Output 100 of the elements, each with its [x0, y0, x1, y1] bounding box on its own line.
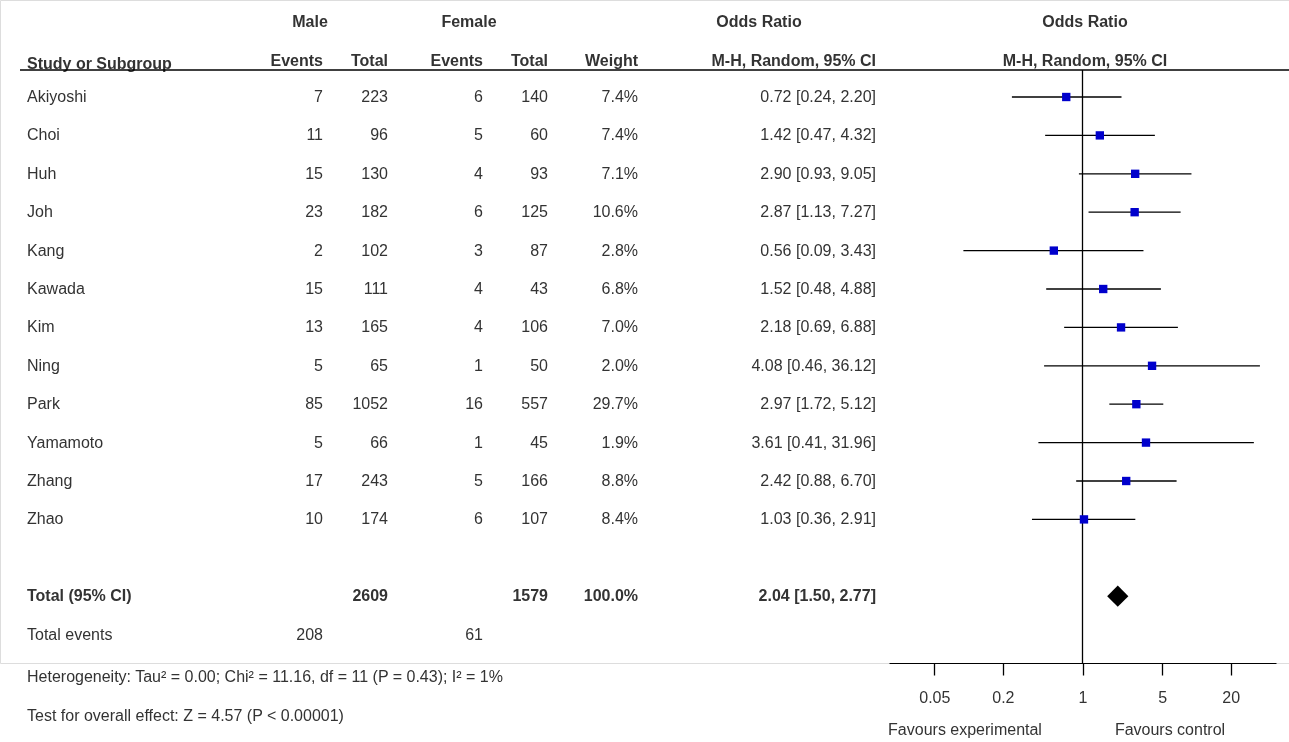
category-label: Yamamoto — [27, 433, 104, 451]
category-label: Total (95% CI) — [27, 587, 132, 605]
text: M-H, Random, 95% CI — [711, 52, 876, 69]
text: Female — [441, 13, 497, 30]
x-tick-label: 5 — [1158, 688, 1168, 706]
category-label: Akiyoshi — [27, 88, 87, 105]
data-label: 17 — [305, 472, 324, 489]
category-label: Kim — [27, 318, 55, 336]
text: Test for overall effect: Z = 4.57 (P < 0.00001) — [27, 707, 344, 724]
data-label: 140 — [521, 88, 549, 105]
x-tick-label: 0.2 — [992, 688, 1015, 706]
data-label: 2.8% — [601, 241, 638, 259]
data-label: 1.42 [0.47, 4.32] — [760, 126, 876, 144]
text: Heterogeneity: Tau² = 0.00; Chi² = 11.16, df = 11 (P = 0.43); I² = 1% — [27, 668, 503, 685]
text: Male — [292, 13, 328, 30]
data-label: 60 — [530, 126, 549, 144]
data-label: 2.87 [1.13, 7.27] — [760, 203, 876, 221]
chart-title: Odds Ratio — [1042, 13, 1128, 30]
text: Odds Ratio — [716, 13, 802, 30]
data-label: 2.97 [1.72, 5.12] — [760, 395, 876, 413]
data-label: 16 — [465, 395, 484, 413]
data-label: 6 — [474, 510, 484, 528]
data-label: 15 — [305, 280, 324, 297]
text: Events — [430, 52, 484, 69]
x-tick-label: 20 — [1222, 688, 1241, 706]
data-label: 182 — [361, 203, 389, 221]
data-label: 7.0% — [601, 318, 638, 336]
data-label: 2609 — [352, 587, 389, 605]
data-label: 4.08 [0.46, 36.12] — [751, 356, 876, 374]
data-label: 96 — [370, 126, 389, 144]
data-label: 3.61 [0.41, 31.96] — [751, 433, 876, 451]
data-label: 2.04 [1.50, 2.77] — [758, 587, 876, 605]
data-label: 223 — [361, 88, 389, 105]
category-label: Zhang — [27, 472, 73, 489]
data-label: 130 — [361, 164, 389, 182]
x-tick-label: 0.05 — [919, 688, 951, 706]
data-label: 2.0% — [601, 356, 638, 374]
data-label: 6 — [474, 203, 484, 221]
data-label: 111 — [363, 280, 389, 297]
data-label: 6 — [474, 88, 484, 105]
data-label: 165 — [361, 318, 389, 336]
text: Favours experimental — [888, 721, 1042, 738]
data-label: 3 — [474, 241, 484, 259]
category-label: Huh — [27, 164, 57, 182]
data-label: 2 — [314, 241, 324, 259]
data-label: 2.42 [0.88, 6.70] — [760, 472, 876, 489]
data-label: 1579 — [512, 587, 549, 605]
category-label: Kang — [27, 241, 65, 259]
data-label: 1 — [474, 433, 484, 451]
data-label: 7.1% — [601, 164, 638, 182]
data-label: 5 — [314, 356, 324, 374]
data-label: 106 — [521, 318, 549, 336]
category-label: Ning — [27, 356, 60, 374]
data-label: 1052 — [352, 395, 389, 413]
category-label: Kawada — [27, 280, 85, 297]
category-label: Park — [27, 395, 61, 413]
data-label: 1.03 [0.36, 2.91] — [760, 510, 876, 528]
category-label: Total events — [27, 625, 113, 643]
data-label: 7.4% — [601, 88, 638, 105]
data-label: 166 — [521, 472, 549, 489]
data-label: 4 — [474, 164, 484, 182]
data-label: 29.7% — [592, 395, 638, 413]
data-label: 174 — [361, 510, 389, 528]
data-label: 7.4% — [601, 126, 638, 144]
data-label: 66 — [370, 433, 389, 451]
data-label: 102 — [361, 241, 389, 259]
data-label: 0.56 [0.09, 3.43] — [760, 241, 876, 259]
text: Total — [510, 52, 548, 69]
data-label: 61 — [465, 625, 484, 643]
data-label: 45 — [530, 433, 549, 451]
category-label: Zhao — [27, 510, 64, 528]
data-label: 5 — [314, 433, 324, 451]
category-label: Joh — [27, 203, 53, 221]
data-label: 107 — [521, 510, 549, 528]
data-label: 8.8% — [601, 472, 638, 489]
text: Favours control — [1114, 721, 1226, 738]
text: Study or Subgroup — [27, 55, 173, 72]
data-label: 100.0% — [583, 587, 638, 605]
data-label: 50 — [530, 356, 549, 374]
data-label: 4 — [474, 318, 484, 336]
data-label: 5 — [474, 126, 484, 144]
data-label: 125 — [521, 203, 549, 221]
data-label: 557 — [521, 395, 549, 413]
data-label: 15 — [305, 164, 324, 182]
data-label: 93 — [530, 164, 549, 182]
data-label: 8.4% — [601, 510, 638, 528]
data-label: 10.6% — [592, 203, 638, 221]
text: Events — [270, 52, 324, 69]
chart-subtitle: M-H, Random, 95% CI — [1002, 52, 1168, 69]
category-label: Choi — [27, 126, 60, 144]
data-label: 2.18 [0.69, 6.88] — [760, 318, 876, 336]
data-label: 0.72 [0.24, 2.20] — [760, 88, 876, 105]
data-label: 1.52 [0.48, 4.88] — [760, 280, 876, 297]
data-label: 65 — [370, 356, 389, 374]
data-label: 5 — [474, 472, 484, 489]
data-label: 208 — [296, 625, 324, 643]
data-label: 87 — [530, 241, 549, 259]
data-label: 7 — [314, 88, 324, 105]
text: Weight — [584, 52, 639, 69]
x-tick-label: 1 — [1078, 688, 1088, 706]
